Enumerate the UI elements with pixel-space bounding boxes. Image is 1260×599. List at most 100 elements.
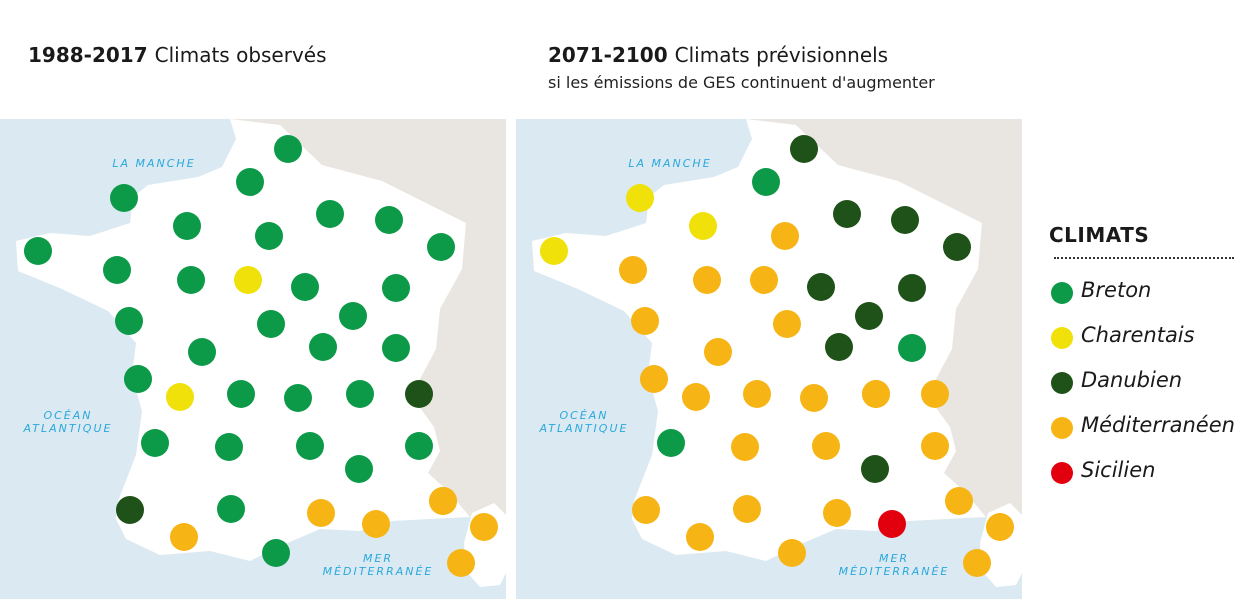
station-breton	[752, 168, 780, 196]
label-ocean-line2: ATLANTIQUE	[539, 422, 629, 435]
station-mediterraneen	[945, 487, 973, 515]
label-mer-line2: MÉDITERRANÉE	[838, 565, 950, 578]
station-breton	[296, 432, 324, 460]
station-mediterraneen	[170, 523, 198, 551]
station-breton	[345, 455, 373, 483]
station-breton	[236, 168, 264, 196]
station-breton	[427, 233, 455, 261]
station-danubien	[833, 200, 861, 228]
station-mediterraneen	[921, 380, 949, 408]
legend-divider	[1054, 257, 1234, 259]
label-mer-line1: MER	[362, 552, 394, 565]
station-mediterraneen	[631, 307, 659, 335]
station-breton	[173, 212, 201, 240]
station-mediterraneen	[812, 432, 840, 460]
station-breton	[382, 274, 410, 302]
station-charentais	[166, 383, 194, 411]
station-mediterraneen	[429, 487, 457, 515]
label-mer-mediterranee: MER MÉDITERRANÉE	[308, 552, 448, 578]
station-breton	[284, 384, 312, 412]
map-projected: LA MANCHE OCÉAN ATLANTIQUE MER MÉDITERRA…	[516, 119, 1022, 599]
legend-label-breton: Breton	[1081, 278, 1152, 302]
legend-label-mediterraneen: Méditerranéen	[1081, 413, 1235, 437]
station-mediterraneen	[731, 433, 759, 461]
label-ocean-line2: ATLANTIQUE	[23, 422, 113, 435]
station-mediterraneen	[733, 495, 761, 523]
station-sicilien	[878, 510, 906, 538]
left-panel-period: 1988-2017	[28, 43, 148, 67]
station-mediterraneen	[771, 222, 799, 250]
label-la-manche: LA MANCHE	[112, 157, 196, 170]
legend-swatch-breton	[1051, 282, 1073, 304]
station-mediterraneen	[307, 499, 335, 527]
legend-swatch-charentais	[1051, 327, 1073, 349]
legend-title: CLIMATS	[1049, 223, 1150, 247]
mainland	[532, 119, 986, 561]
station-breton	[316, 200, 344, 228]
station-danubien	[855, 302, 883, 330]
legend-swatch-danubien	[1051, 372, 1073, 394]
station-mediterraneen	[986, 513, 1014, 541]
left-panel-title-text: Climats observés	[154, 43, 327, 67]
legend-label-charentais: Charentais	[1081, 323, 1195, 347]
station-mediterraneen	[963, 549, 991, 577]
station-breton	[346, 380, 374, 408]
station-danubien	[943, 233, 971, 261]
station-breton	[262, 539, 290, 567]
station-charentais	[626, 184, 654, 212]
station-breton	[215, 433, 243, 461]
station-breton	[124, 365, 152, 393]
station-mediterraneen	[773, 310, 801, 338]
station-charentais	[234, 266, 262, 294]
station-mediterraneen	[800, 384, 828, 412]
label-mer-line2: MÉDITERRANÉE	[322, 565, 434, 578]
right-panel-subtitle: si les émissions de GES continuent d'aug…	[548, 73, 935, 92]
station-breton	[257, 310, 285, 338]
legend-swatch-mediterraneen	[1051, 417, 1073, 439]
label-la-manche: LA MANCHE	[628, 157, 712, 170]
legend-item-breton: Breton	[1049, 275, 1234, 320]
label-ocean-line1: OCÉAN	[43, 409, 93, 422]
legend-item-danubien: Danubien	[1049, 365, 1234, 410]
station-mediterraneen	[921, 432, 949, 460]
label-ocean-atlantique: OCÉAN ATLANTIQUE	[530, 409, 638, 435]
station-breton	[382, 334, 410, 362]
station-mediterraneen	[686, 523, 714, 551]
label-ocean-line1: OCÉAN	[559, 409, 609, 422]
station-breton	[141, 429, 169, 457]
station-breton	[657, 429, 685, 457]
station-danubien	[790, 135, 818, 163]
station-breton	[217, 495, 245, 523]
station-mediterraneen	[778, 539, 806, 567]
station-breton	[110, 184, 138, 212]
station-breton	[291, 273, 319, 301]
legend-label-danubien: Danubien	[1081, 368, 1183, 392]
legend-item-charentais: Charentais	[1049, 320, 1234, 365]
station-mediterraneen	[693, 266, 721, 294]
stations-projected	[540, 135, 1014, 577]
station-mediterraneen	[704, 338, 732, 366]
station-danubien	[898, 274, 926, 302]
station-mediterraneen	[619, 256, 647, 284]
station-mediterraneen	[632, 496, 660, 524]
station-mediterraneen	[362, 510, 390, 538]
station-charentais	[689, 212, 717, 240]
label-mer-line1: MER	[878, 552, 910, 565]
legend-item-mediterraneen: Méditerranéen	[1049, 410, 1235, 455]
legend: CLIMATS Breton Charentais Danubien Médit…	[1049, 223, 1235, 500]
station-mediterraneen	[750, 266, 778, 294]
label-ocean-atlantique: OCÉAN ATLANTIQUE	[14, 409, 122, 435]
station-danubien	[405, 380, 433, 408]
station-danubien	[825, 333, 853, 361]
stations-observed	[24, 135, 498, 577]
station-charentais	[540, 237, 568, 265]
station-danubien	[861, 455, 889, 483]
right-panel-period: 2071-2100	[548, 43, 668, 67]
legend-swatch-sicilien	[1051, 462, 1073, 484]
station-breton	[255, 222, 283, 250]
station-breton	[188, 338, 216, 366]
station-danubien	[891, 206, 919, 234]
right-panel-title: 2071-2100 Climats prévisionnels	[548, 40, 888, 70]
label-mer-mediterranee: MER MÉDITERRANÉE	[824, 552, 964, 578]
sea	[0, 119, 506, 599]
